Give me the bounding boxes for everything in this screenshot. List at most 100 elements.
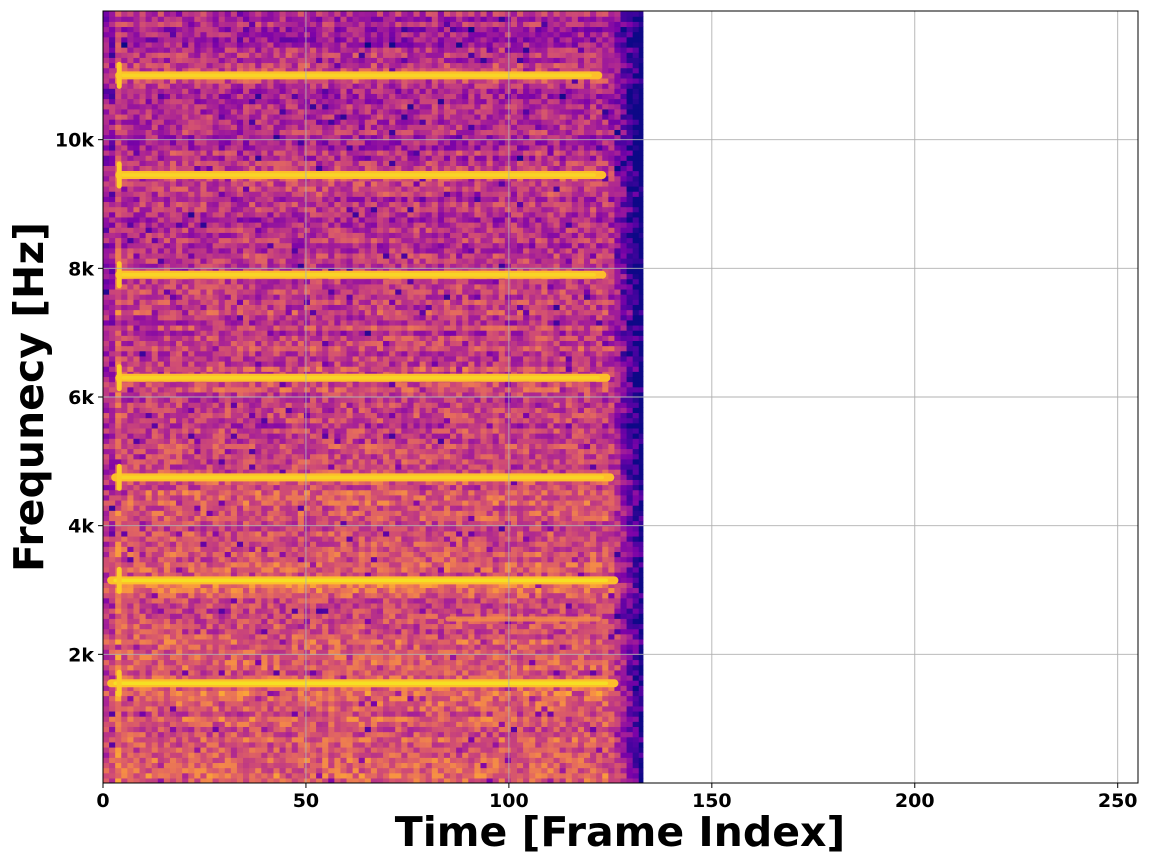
heatmap-cell — [236, 535, 244, 542]
heatmap-cell — [462, 561, 469, 568]
heatmap-cell — [376, 499, 384, 506]
heatmap-cell — [541, 556, 549, 563]
heatmap-cell — [583, 649, 591, 655]
heatmap-cell — [212, 716, 220, 722]
heatmap-cell — [407, 659, 415, 666]
heatmap-cell — [163, 721, 171, 727]
heatmap-cell — [364, 566, 372, 573]
heatmap-cell — [279, 515, 287, 522]
heatmap-cell — [310, 510, 317, 516]
heatmap-cell — [474, 695, 482, 702]
heatmap-cell — [425, 767, 433, 774]
heatmap-cell — [413, 587, 421, 594]
heatmap-cell — [608, 762, 616, 769]
heatmap-cell — [297, 700, 305, 707]
heatmap-cell — [212, 726, 220, 733]
heatmap-cell — [316, 721, 323, 727]
heatmap-cell — [139, 746, 147, 753]
heatmap-cell — [596, 664, 603, 671]
heatmap-cell — [395, 762, 402, 769]
heatmap-cell — [547, 705, 555, 712]
heatmap-cell — [310, 690, 317, 697]
heatmap-cell — [523, 649, 530, 655]
heatmap-cell — [103, 525, 110, 532]
heatmap-cell — [376, 664, 384, 671]
heatmap-cell — [297, 649, 305, 655]
heatmap-cell — [291, 654, 299, 661]
heatmap-cell — [182, 638, 189, 645]
heatmap-cell — [529, 757, 536, 764]
heatmap-cell — [316, 592, 323, 599]
heatmap-cell — [206, 633, 214, 640]
heatmap-cell — [145, 505, 153, 511]
heatmap-cell — [285, 649, 293, 655]
heatmap-cell — [224, 638, 232, 645]
heatmap-cell — [267, 741, 275, 748]
heatmap-cell — [212, 499, 220, 506]
heatmap-cell — [206, 659, 214, 666]
heatmap-cell — [291, 530, 299, 537]
heatmap-cell — [376, 741, 384, 748]
heatmap-cell — [249, 736, 256, 743]
heatmap-cell — [626, 757, 634, 764]
heatmap-cell — [109, 510, 116, 516]
heatmap-cell — [541, 752, 549, 758]
heatmap-cell — [249, 757, 256, 764]
heatmap-cell — [358, 551, 366, 558]
heatmap-cell — [261, 608, 268, 614]
heatmap-cell — [608, 767, 616, 774]
heatmap-cell — [322, 654, 329, 661]
heatmap-cell — [523, 726, 530, 733]
heatmap-cell — [443, 669, 451, 676]
heatmap-cell — [407, 638, 415, 645]
heatmap-cell — [401, 654, 409, 661]
heatmap-cell — [322, 664, 329, 671]
heatmap-cell — [169, 628, 177, 635]
heatmap-cell — [151, 752, 159, 758]
heatmap-cell — [218, 716, 226, 722]
heatmap-cell — [419, 721, 427, 727]
heatmap-cell — [273, 664, 281, 671]
heatmap-cell — [218, 510, 226, 516]
heatmap-cell — [157, 566, 165, 573]
heatmap-cell — [352, 628, 360, 635]
heatmap-cell — [553, 499, 561, 506]
heatmap-cell — [273, 608, 281, 614]
heatmap-cell — [413, 695, 421, 702]
heatmap-cell — [492, 628, 500, 635]
heatmap-cell — [626, 577, 634, 583]
heatmap-cell — [176, 597, 183, 604]
heatmap-cell — [504, 608, 512, 614]
heatmap-cell — [559, 515, 567, 522]
heatmap-cell — [480, 752, 488, 758]
heatmap-cell — [297, 695, 305, 702]
heatmap-cell — [608, 777, 616, 783]
heatmap-cell — [151, 608, 159, 614]
heatmap-cell — [358, 499, 366, 506]
heatmap-cell — [310, 654, 317, 661]
heatmap-cell — [224, 716, 232, 722]
heatmap-cell — [480, 541, 488, 547]
heatmap-cell — [224, 546, 232, 552]
heatmap-cell — [316, 608, 323, 614]
heatmap-cell — [334, 556, 342, 563]
heatmap-cell — [103, 716, 110, 722]
heatmap-cell — [224, 752, 232, 758]
heatmap-cell — [163, 546, 171, 552]
heatmap-cell — [492, 546, 500, 552]
heatmap-cell — [383, 510, 390, 516]
heatmap-cell — [535, 726, 542, 733]
heatmap-cell — [376, 546, 384, 552]
heatmap-cell — [450, 535, 457, 542]
heatmap-cell — [395, 623, 402, 630]
heatmap-cell — [310, 602, 317, 609]
heatmap-cell — [212, 772, 220, 779]
heatmap-cell — [291, 587, 299, 594]
heatmap-cell — [395, 597, 402, 604]
heatmap-cell — [176, 566, 183, 573]
heatmap-cell — [243, 618, 250, 625]
heatmap-cell — [474, 726, 482, 733]
heatmap-cell — [206, 638, 214, 645]
heatmap-cell — [547, 649, 555, 655]
heatmap-cell — [413, 762, 421, 769]
